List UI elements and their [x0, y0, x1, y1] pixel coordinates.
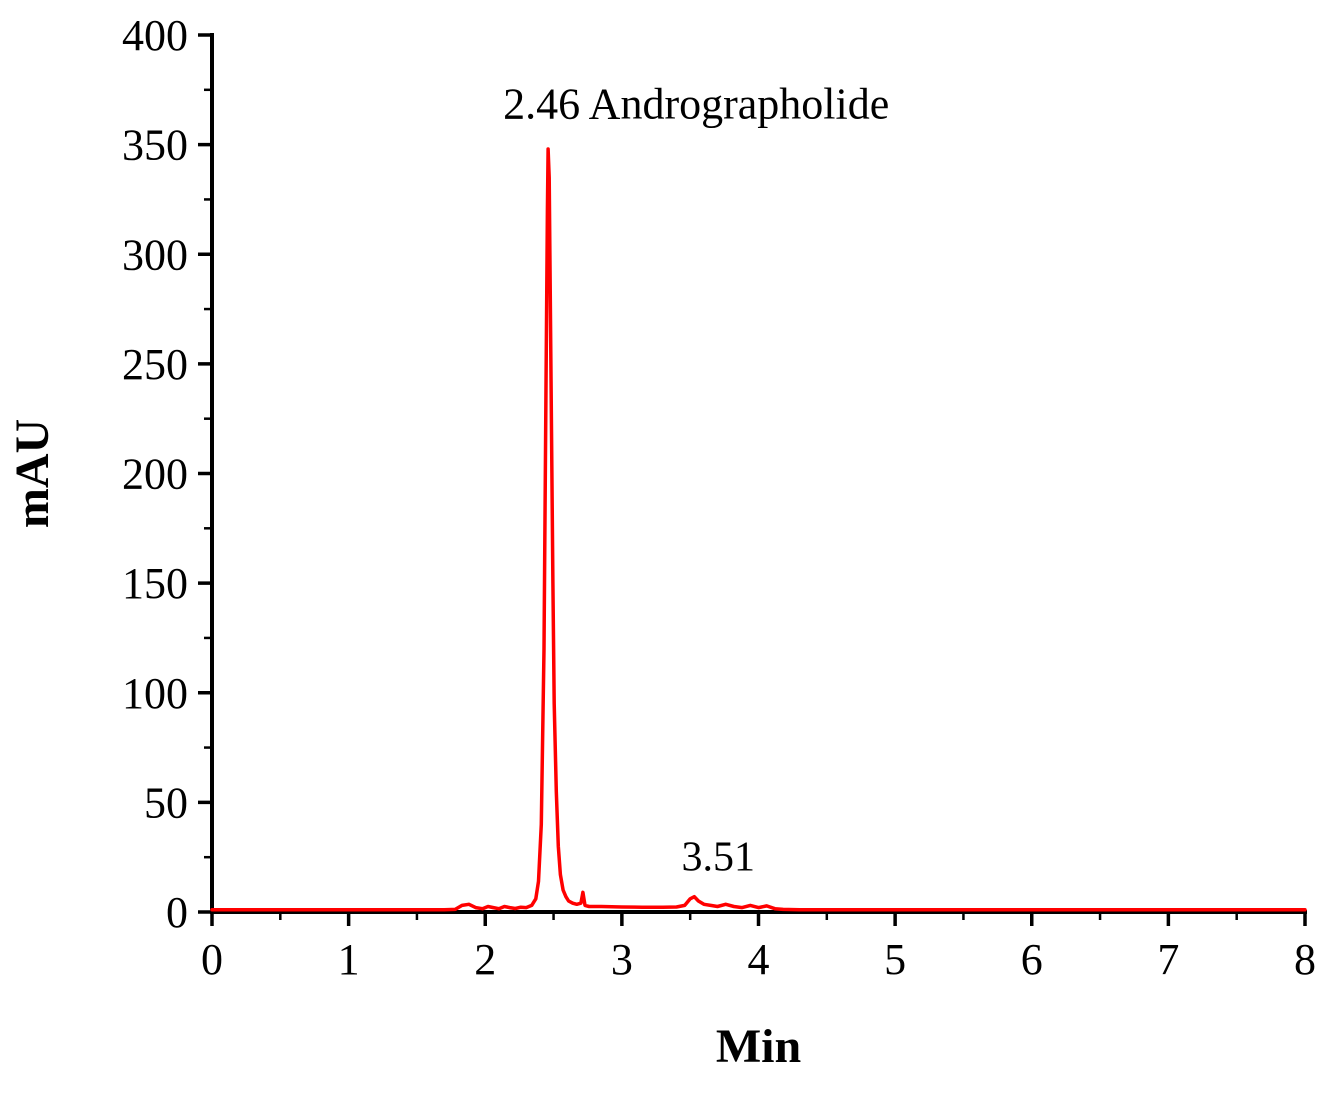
x-tick-label: 7 — [1157, 935, 1179, 984]
y-tick-label: 200 — [122, 450, 188, 499]
x-tick-label: 6 — [1021, 935, 1043, 984]
x-tick-label: 0 — [201, 935, 223, 984]
y-tick-label: 350 — [122, 121, 188, 170]
y-axis-title: mAU — [6, 419, 59, 528]
y-tick-label: 0 — [166, 888, 188, 937]
chromatogram-line — [210, 147, 1307, 912]
x-tick-label: 8 — [1294, 935, 1316, 984]
x-tick-label: 4 — [748, 935, 770, 984]
y-tick-label: 300 — [122, 230, 188, 279]
peak-annotation: 2.46 Andrographolide — [503, 79, 889, 128]
y-tick-label: 50 — [144, 778, 188, 827]
peak-annotation: 3.51 — [682, 834, 756, 880]
x-tick-label: 2 — [474, 935, 496, 984]
y-tick-label: 250 — [122, 340, 188, 389]
x-axis-title: Min — [716, 1020, 801, 1073]
x-tick-label: 1 — [338, 935, 360, 984]
y-tick-label: 100 — [122, 669, 188, 718]
y-tick-label: 400 — [122, 11, 188, 60]
y-tick-label: 150 — [122, 559, 188, 608]
x-tick-label: 3 — [611, 935, 633, 984]
x-tick-label: 5 — [884, 935, 906, 984]
